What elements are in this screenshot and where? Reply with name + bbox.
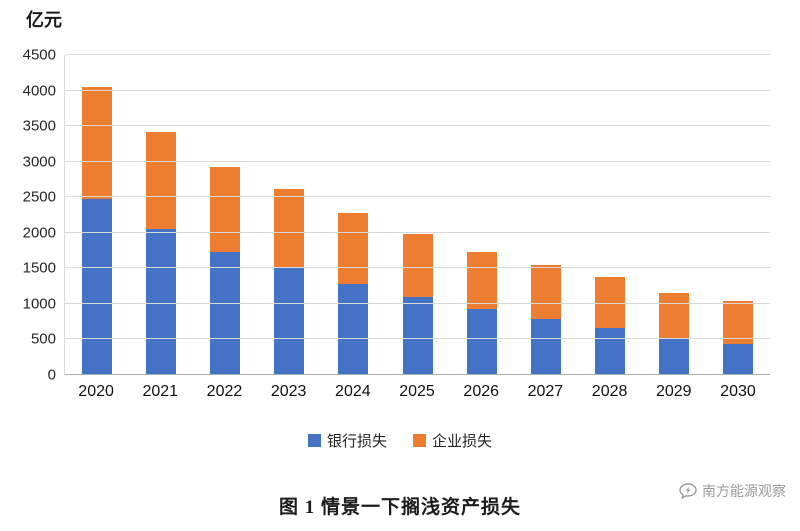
- gridline: [65, 267, 770, 269]
- bar-group-2022: [193, 55, 257, 375]
- y-tick-label: 4000: [22, 82, 56, 100]
- bar-stack: [82, 55, 113, 375]
- legend-item: 银行损失: [307, 430, 387, 451]
- x-tick-label: 2027: [527, 383, 564, 400]
- gridline: [65, 196, 770, 198]
- bar-group-2028: [578, 55, 642, 375]
- x-tick-label: 2025: [399, 383, 435, 400]
- legend-label: 企业损失: [432, 433, 493, 450]
- bar-group-2023: [257, 55, 321, 375]
- bar-group-2029: [642, 55, 706, 375]
- bar-stack: [210, 55, 241, 375]
- x-tick-label: 2023: [270, 383, 307, 400]
- bar-segment-企业损失: [274, 188, 305, 269]
- y-axis-unit-label: 亿元: [26, 10, 62, 30]
- bar-segment-企业损失: [146, 131, 177, 230]
- bar-segment-企业损失: [210, 166, 241, 252]
- bar-segment-企业损失: [530, 264, 561, 319]
- x-axis-labels: 2020 2021 2022 2023 2024 2025 2026 2027 2028 2029…: [64, 383, 770, 401]
- legend-swatch-icon: [307, 434, 321, 447]
- gridline: [65, 338, 770, 340]
- x-tick-label: 2020: [78, 383, 114, 400]
- bar-segment-银行损失: [402, 296, 433, 375]
- bar-segment-银行损失: [338, 283, 369, 375]
- bar-segment-企业损失: [402, 233, 433, 297]
- y-tick-label: 1500: [22, 259, 56, 277]
- y-tick-label: 0: [47, 366, 56, 384]
- bar-segment-银行损失: [658, 338, 689, 375]
- x-tick-label: 2021: [142, 383, 179, 400]
- y-tick-label: 4500: [22, 46, 56, 64]
- gridline: [65, 231, 770, 233]
- watermark: 南方能源观察: [679, 481, 786, 501]
- watermark-text: 南方能源观察: [702, 483, 786, 499]
- y-tick-label: 2000: [22, 224, 56, 242]
- y-tick-label: 3500: [22, 117, 56, 135]
- gridline: [65, 160, 770, 162]
- bar-segment-企业损失: [82, 87, 113, 200]
- bar-stack: [402, 55, 433, 375]
- bar-segment-银行损失: [530, 318, 561, 375]
- bar-segment-企业损失: [338, 212, 369, 284]
- plot-area: [64, 54, 770, 375]
- gridline: [65, 302, 770, 304]
- x-tick-label: 2028: [591, 383, 628, 400]
- bar-stack: [338, 55, 369, 375]
- legend-swatch-icon: [413, 434, 426, 447]
- gridline: [65, 89, 770, 91]
- bar-segment-企业损失: [722, 301, 753, 345]
- y-tick-label: 2500: [22, 188, 56, 206]
- x-tick-label: 2029: [655, 383, 692, 400]
- bars-row: [65, 55, 770, 375]
- bar-segment-企业损失: [594, 276, 625, 329]
- bar-group-2027: [514, 55, 578, 375]
- x-tick-label: 2022: [206, 383, 243, 400]
- bar-group-2026: [450, 55, 514, 375]
- bar-segment-银行损失: [594, 328, 625, 375]
- bar-stack: [658, 55, 689, 375]
- speech-bubble-logo-icon: [679, 483, 697, 499]
- bar-group-2024: [321, 55, 385, 375]
- x-tick-label: 2030: [720, 383, 756, 400]
- gridline: [65, 125, 770, 127]
- bar-stack: [530, 55, 561, 375]
- chart-caption: 图 1 情景一下搁浅资产损失: [278, 497, 521, 518]
- bar-stack: [594, 55, 625, 375]
- y-axis: 0 500 1000 1500 2000 2500 3000 3500 4000 4500: [0, 48, 56, 383]
- bar-group-2025: [385, 55, 449, 375]
- legend-item: 企业损失: [413, 430, 492, 451]
- bar-group-2021: [129, 55, 193, 375]
- bar-segment-企业损失: [466, 252, 497, 309]
- bar-segment-银行损失: [210, 251, 241, 375]
- bar-stack: [274, 55, 305, 375]
- legend-label: 银行损失: [326, 433, 387, 450]
- bar-group-2030: [706, 55, 770, 375]
- bar-segment-银行损失: [466, 308, 497, 375]
- y-tick-label: 1000: [22, 295, 56, 313]
- x-tick-label: 2024: [335, 383, 371, 400]
- x-axis-line: [65, 374, 770, 375]
- y-tick-label: 3000: [22, 153, 56, 171]
- y-tick-label: 500: [30, 330, 56, 348]
- x-tick-label: 2026: [463, 383, 500, 400]
- bar-stack: [722, 55, 753, 375]
- bar-group-2020: [65, 55, 129, 375]
- legend: 银行损失 企业损失: [0, 430, 800, 451]
- bar-segment-银行损失: [274, 268, 305, 375]
- gridline: [65, 54, 770, 55]
- bar-segment-银行损失: [722, 344, 753, 375]
- bar-segment-企业损失: [658, 293, 689, 339]
- bar-stack: [146, 55, 177, 375]
- bar-segment-银行损失: [82, 199, 113, 375]
- bar-stack: [466, 55, 497, 375]
- bar-segment-银行损失: [146, 229, 177, 375]
